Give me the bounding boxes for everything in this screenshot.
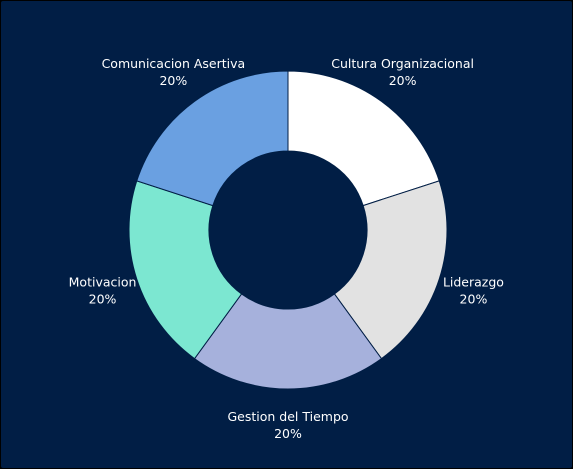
slice-label-group: Gestion del Tiempo 20%: [227, 409, 348, 441]
slice-value-label: 20%: [274, 426, 302, 441]
slice-value-label: 20%: [89, 291, 117, 306]
slice-liderazgo: [333, 180, 448, 360]
slice-label: Comunicacion Asertiva: [102, 56, 246, 71]
slice-label-group: Cultura Organizacional 20%: [331, 56, 474, 88]
slice-label: Liderazgo: [443, 274, 504, 289]
slice-comunicacion-asertiva: [136, 70, 289, 207]
slice-label: Motivacion: [69, 274, 137, 289]
slice-label-group: Motivacion 20%: [69, 274, 137, 306]
slice-label-group: Liderazgo 20%: [443, 274, 504, 306]
slice-label-group: Comunicacion Asertiva 20%: [102, 56, 246, 88]
slice-value-label: 20%: [460, 291, 488, 306]
slice-motivacion: [128, 180, 243, 360]
slice-value-label: 20%: [389, 73, 417, 88]
slice-label: Gestion del Tiempo: [227, 409, 348, 424]
slice-gestion-del-tiempo: [193, 293, 383, 390]
slice-cultura-organizacional: [287, 70, 440, 207]
slice-value-label: 20%: [159, 73, 187, 88]
slice-label: Cultura Organizacional: [331, 56, 474, 71]
